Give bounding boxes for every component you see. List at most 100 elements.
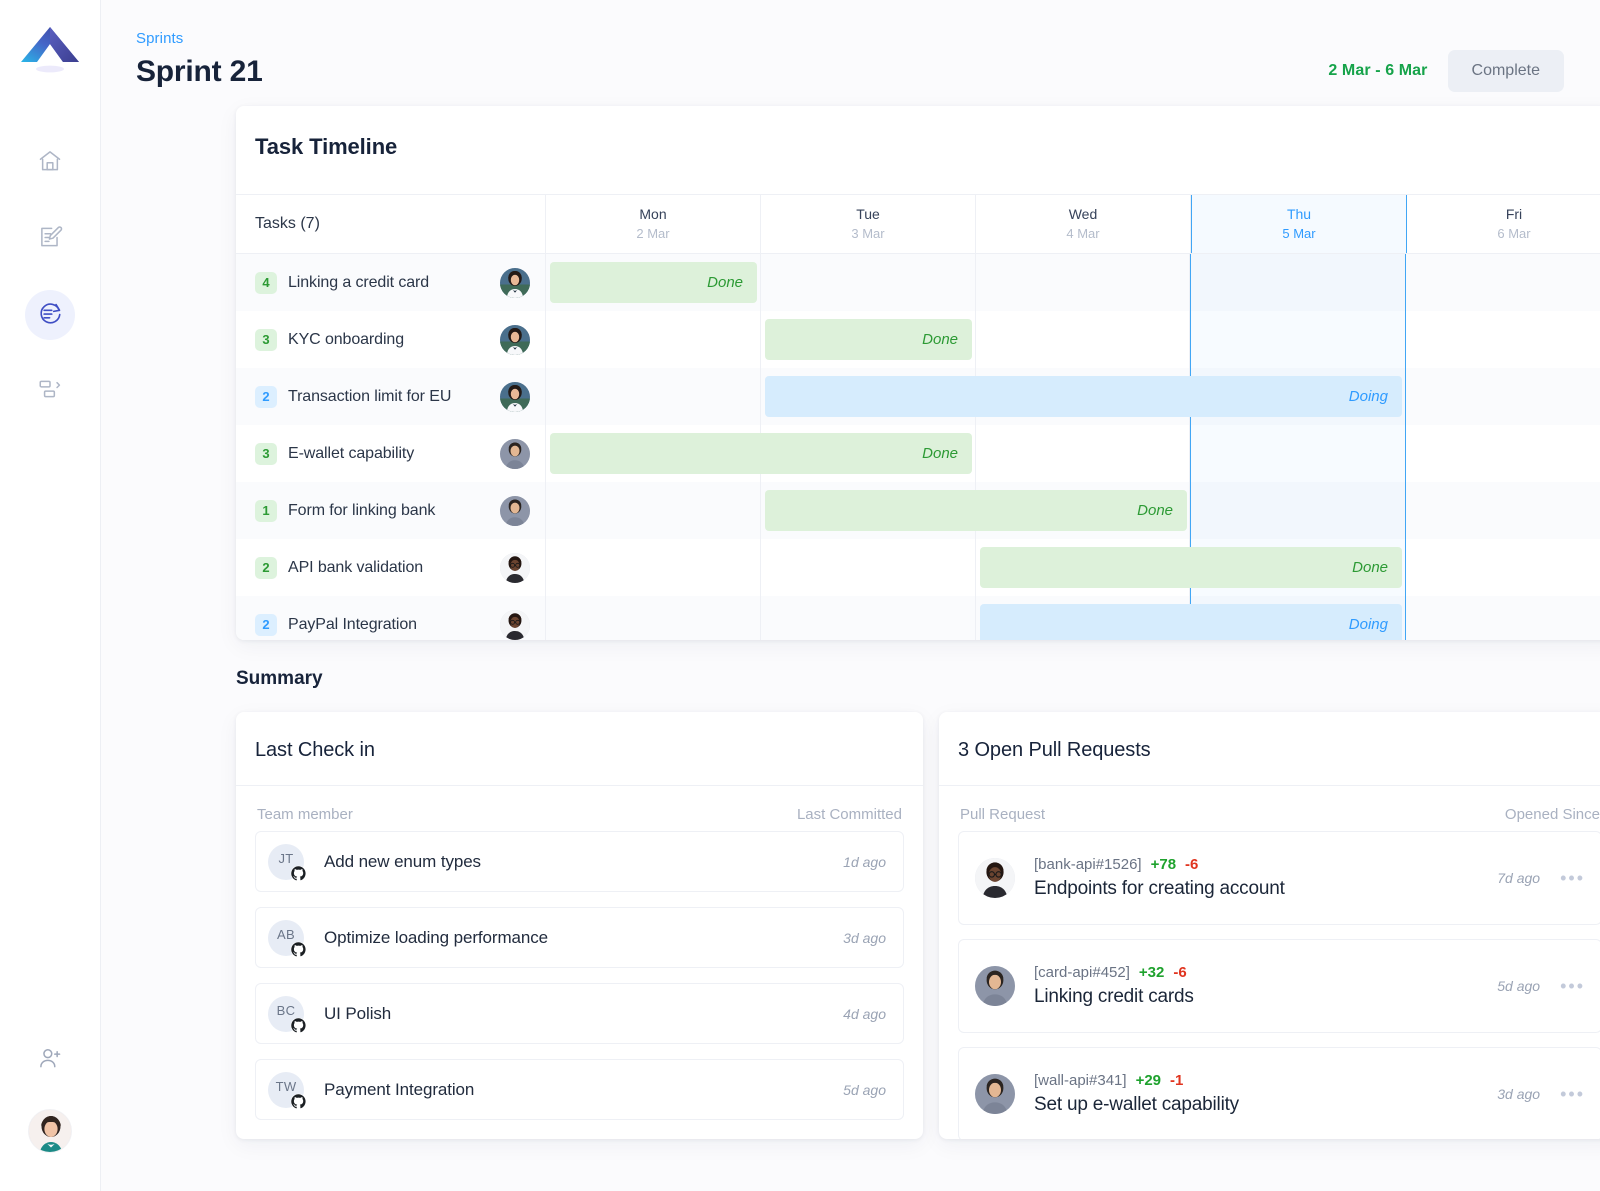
timeline-day-header-wed[interactable]: Wed 4 Mar bbox=[976, 195, 1191, 253]
task-name-cell[interactable]: 2 API bank validation bbox=[236, 539, 546, 596]
notes-edit-icon bbox=[37, 224, 63, 255]
timeline-cell[interactable] bbox=[1406, 596, 1600, 640]
pull-request-row[interactable]: [wall-api#341] +29 -1 Set up e-wallet ca… bbox=[958, 1047, 1600, 1139]
commit-time: 4d ago bbox=[843, 1005, 886, 1022]
task-name-cell[interactable]: 4 Linking a credit card bbox=[236, 254, 546, 311]
timeline-cell[interactable] bbox=[1190, 254, 1407, 311]
timeline-cell[interactable] bbox=[546, 596, 761, 640]
checkin-row[interactable]: TW Payment Integration 5d ago bbox=[255, 1059, 904, 1120]
timeline-cell[interactable] bbox=[546, 254, 761, 311]
task-assignee-avatar[interactable] bbox=[500, 438, 530, 469]
gantt-bar-done[interactable]: Done bbox=[765, 319, 972, 360]
pr-title: Set up e-wallet capability bbox=[1034, 1094, 1239, 1115]
sidebar-item-board[interactable] bbox=[25, 366, 75, 416]
timeline-cell[interactable] bbox=[1406, 482, 1600, 539]
timeline-cell[interactable] bbox=[546, 482, 761, 539]
timeline-cell[interactable] bbox=[761, 254, 976, 311]
pr-more-options-icon[interactable]: ••• bbox=[1560, 1084, 1585, 1104]
sidebar-nav bbox=[0, 138, 100, 416]
timeline-cell[interactable] bbox=[761, 539, 976, 596]
gantt-bar-done[interactable]: Done bbox=[765, 490, 1187, 531]
breadcrumb-sprints[interactable]: Sprints bbox=[136, 30, 184, 47]
task-assignee-avatar[interactable] bbox=[500, 324, 530, 355]
task-assignee-avatar[interactable] bbox=[500, 267, 530, 298]
timeline-cell[interactable] bbox=[1406, 539, 1600, 596]
timeline-task-row[interactable]: 3 E-wallet capability Done bbox=[236, 425, 1600, 482]
sidebar-item-notes[interactable] bbox=[25, 214, 75, 264]
page-header: Sprints Sprint 21 2 Mar - 6 Mar Complete bbox=[101, 0, 1600, 100]
timeline-day-header-fri[interactable]: Fri 6 Mar bbox=[1407, 195, 1600, 253]
timeline-cell[interactable] bbox=[761, 425, 976, 482]
story-points-badge: 3 bbox=[255, 328, 277, 351]
pull-request-list: [bank-api#1526] +78 -6 Endpoints for cre… bbox=[939, 831, 1600, 1139]
pr-author-avatar[interactable] bbox=[975, 1074, 1015, 1114]
invite-user-button[interactable] bbox=[25, 1035, 75, 1085]
complete-button[interactable]: Complete bbox=[1447, 50, 1564, 92]
task-name-cell[interactable]: 1 Form for linking bank bbox=[236, 482, 546, 539]
pr-author-avatar[interactable] bbox=[975, 966, 1015, 1006]
brand-logo[interactable] bbox=[0, 18, 100, 80]
timeline-cell[interactable] bbox=[1406, 425, 1600, 482]
timeline-cell[interactable] bbox=[976, 254, 1191, 311]
task-name-cell[interactable]: 3 E-wallet capability bbox=[236, 425, 546, 482]
timeline-cell[interactable] bbox=[1190, 311, 1407, 368]
timeline-cell[interactable] bbox=[976, 311, 1191, 368]
task-assignee-avatar[interactable] bbox=[500, 495, 530, 526]
timeline-day-header-mon[interactable]: Mon 2 Mar bbox=[546, 195, 761, 253]
sidebar-item-home[interactable] bbox=[25, 138, 75, 188]
timeline-cell[interactable] bbox=[546, 368, 761, 425]
timeline-task-row[interactable]: 2 Transaction limit for EU Doing bbox=[236, 368, 1600, 425]
pr-more-options-icon[interactable]: ••• bbox=[1560, 976, 1585, 996]
task-label: Form for linking bank bbox=[288, 501, 436, 519]
pr-more-options-icon[interactable]: ••• bbox=[1560, 868, 1585, 888]
pr-author-avatar[interactable] bbox=[975, 858, 1015, 898]
timeline-cell[interactable] bbox=[976, 425, 1191, 482]
timeline-cell[interactable] bbox=[1190, 482, 1407, 539]
checkin-row[interactable]: BC UI Polish 4d ago bbox=[255, 983, 904, 1044]
pr-meta: [bank-api#1526] +78 -6 bbox=[1034, 856, 1285, 873]
last-checkin-title: Last Check in bbox=[236, 712, 923, 786]
task-assignee-avatar[interactable] bbox=[500, 609, 530, 640]
timeline-task-row[interactable]: 1 Form for linking bank Done bbox=[236, 482, 1600, 539]
timeline-row-cells: Done bbox=[546, 425, 1600, 482]
task-label: KYC onboarding bbox=[288, 330, 405, 348]
timeline-task-row[interactable]: 4 Linking a credit card Done bbox=[236, 254, 1600, 311]
gantt-bar-done[interactable]: Done bbox=[980, 547, 1402, 588]
timeline-cell[interactable] bbox=[761, 596, 976, 640]
gantt-bar-done[interactable]: Done bbox=[550, 262, 757, 303]
summary-title: Summary bbox=[236, 668, 323, 689]
timeline-cell[interactable] bbox=[546, 539, 761, 596]
timeline-cell[interactable] bbox=[761, 311, 976, 368]
timeline-cell[interactable] bbox=[976, 482, 1191, 539]
gantt-bar-doing[interactable]: Doing bbox=[765, 376, 1402, 417]
timeline-task-row[interactable]: 3 KYC onboarding Done bbox=[236, 311, 1600, 368]
task-label: Linking a credit card bbox=[288, 273, 430, 291]
timeline-cell[interactable] bbox=[546, 311, 761, 368]
timeline-cell[interactable] bbox=[1406, 254, 1600, 311]
gantt-bar-doing[interactable]: Doing bbox=[980, 604, 1402, 640]
member-avatar: BC bbox=[268, 995, 307, 1033]
timeline-cell[interactable] bbox=[1406, 368, 1600, 425]
timeline-task-row[interactable]: 2 PayPal Integration Doing bbox=[236, 596, 1600, 640]
checkin-list: JT Add new enum types 1d ago AB Optimize… bbox=[236, 831, 923, 1120]
task-assignee-avatar[interactable] bbox=[500, 552, 530, 583]
pull-request-row[interactable]: [card-api#452] +32 -6 Linking credit car… bbox=[958, 939, 1600, 1033]
sidebar-item-sprints[interactable] bbox=[25, 290, 75, 340]
member-avatar: JT bbox=[268, 843, 307, 881]
task-name-cell[interactable]: 3 KYC onboarding bbox=[236, 311, 546, 368]
task-name-cell[interactable]: 2 Transaction limit for EU bbox=[236, 368, 546, 425]
timeline-day-header-thu[interactable]: Thu 5 Mar bbox=[1191, 195, 1407, 253]
pull-request-row[interactable]: [bank-api#1526] +78 -6 Endpoints for cre… bbox=[958, 831, 1600, 925]
timeline-cell[interactable] bbox=[1190, 425, 1407, 482]
timeline-task-row[interactable]: 2 API bank validation Done bbox=[236, 539, 1600, 596]
story-points-badge: 2 bbox=[255, 613, 277, 636]
timeline-cell[interactable] bbox=[1406, 311, 1600, 368]
pr-opened-since: 7d ago bbox=[1497, 870, 1541, 886]
gantt-bar-done[interactable]: Done bbox=[550, 433, 972, 474]
current-user-avatar[interactable] bbox=[28, 1109, 72, 1153]
checkin-row[interactable]: AB Optimize loading performance 3d ago bbox=[255, 907, 904, 968]
checkin-row[interactable]: JT Add new enum types 1d ago bbox=[255, 831, 904, 892]
task-name-cell[interactable]: 2 PayPal Integration bbox=[236, 596, 546, 640]
task-assignee-avatar[interactable] bbox=[500, 381, 530, 412]
timeline-day-header-tue[interactable]: Tue 3 Mar bbox=[761, 195, 976, 253]
